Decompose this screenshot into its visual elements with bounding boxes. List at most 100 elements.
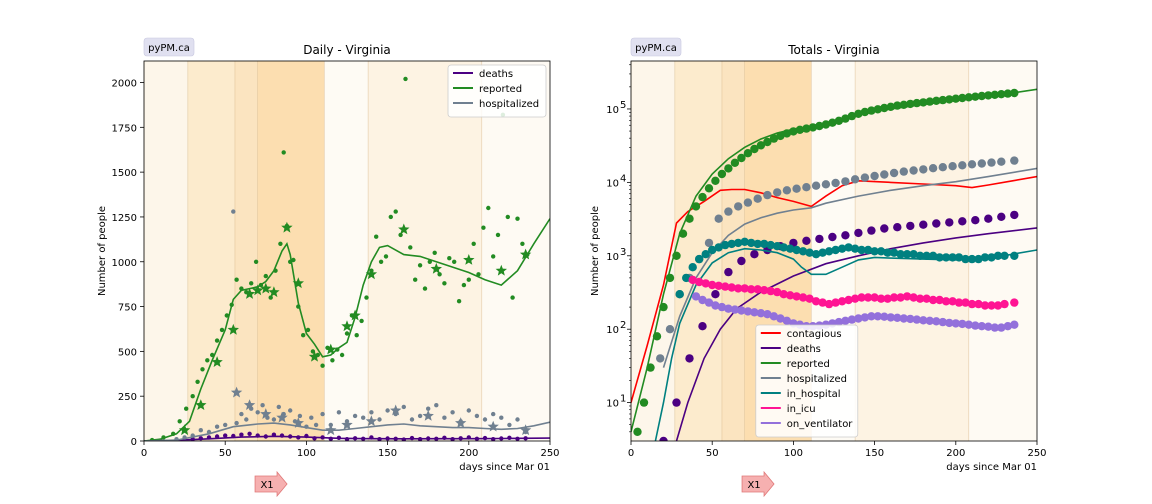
hospitalized-point <box>223 422 228 428</box>
reported-point <box>1010 88 1019 98</box>
deaths-point <box>409 435 415 441</box>
reported-point <box>320 363 325 368</box>
reported-point <box>958 93 967 103</box>
reported-point <box>652 332 662 341</box>
hospitalized-point <box>198 428 203 433</box>
on-ventilator-point <box>880 312 889 321</box>
reported-point <box>422 286 428 291</box>
in-hospital-point <box>760 239 769 249</box>
on-ventilator-point <box>938 317 947 327</box>
reported-star <box>349 309 361 321</box>
deaths-point <box>279 433 285 438</box>
y-tick-exponent: 1 <box>620 394 626 405</box>
reported-point <box>383 254 389 259</box>
deaths-point <box>361 436 366 441</box>
hospitalized-point <box>958 161 967 170</box>
on-ventilator-point <box>834 317 844 327</box>
in-hospital-point <box>863 245 873 255</box>
hospitalized-star <box>260 408 272 419</box>
reported-point <box>510 295 515 300</box>
on-ventilator-point <box>912 315 921 324</box>
reported-point <box>296 304 301 309</box>
in-icu-point <box>818 298 827 307</box>
in-hospital-point <box>967 254 977 264</box>
hospitalized-point <box>297 413 303 419</box>
reported-point <box>808 123 818 132</box>
hospitalized-star <box>519 424 532 436</box>
reported-point <box>190 394 195 399</box>
reported-point <box>403 76 408 82</box>
in-icu-point <box>850 294 860 303</box>
in-icu-point <box>967 299 977 309</box>
period-band <box>631 61 675 441</box>
in-hospital-point <box>837 244 847 253</box>
in-hospital-point <box>961 254 970 264</box>
hospitalized-point <box>860 173 870 182</box>
in-hospital-point <box>980 253 990 262</box>
x1-marker-arrow <box>254 470 288 498</box>
reported-point <box>476 272 481 277</box>
in-icu-point <box>766 286 775 296</box>
in-hospital-point <box>993 251 1003 260</box>
reported-point <box>268 295 273 300</box>
hospitalized-point <box>466 408 471 413</box>
in-hospital-point <box>857 245 866 255</box>
reported-point <box>730 158 740 167</box>
reported-point <box>456 299 462 304</box>
deaths-point <box>523 436 528 441</box>
hospitalized-point <box>288 408 293 413</box>
reported-point <box>249 281 254 286</box>
reported-point <box>184 406 189 411</box>
in-icu-point <box>922 294 931 303</box>
hospitalized-point <box>515 417 520 422</box>
in-hospital-point <box>734 238 743 248</box>
reported-star <box>463 254 475 265</box>
hospitalized-star <box>422 409 434 421</box>
reported-model-line <box>144 218 550 441</box>
reported-point <box>354 333 359 338</box>
deaths-point <box>206 435 212 440</box>
period-band <box>368 61 482 441</box>
hospitalized-point <box>782 186 792 195</box>
reported-point <box>821 120 831 129</box>
x-tick-label: 150 <box>378 448 397 459</box>
reported-point <box>678 229 688 238</box>
hospitalized-point <box>401 404 406 410</box>
deaths-point <box>304 433 309 439</box>
reported-point <box>205 358 210 363</box>
pypm-badge-text: pyPM.ca <box>635 43 677 54</box>
in-hospital-point <box>675 290 684 299</box>
legend-entry-reported: reported <box>479 84 522 95</box>
in-hospital-point <box>695 254 704 264</box>
reported-point <box>378 259 384 264</box>
hospitalized-point <box>773 188 782 197</box>
reported-point <box>925 97 934 106</box>
in-icu-point <box>779 290 788 299</box>
in-icu-point <box>844 295 853 305</box>
y-axis-label: Number of people <box>590 206 601 296</box>
reported-star <box>398 223 410 235</box>
deaths-point <box>1010 210 1019 220</box>
in-hospital-point <box>682 273 691 283</box>
deaths-point <box>958 217 967 226</box>
in-hospital-point <box>974 254 983 264</box>
y-tick-exponent: 5 <box>620 100 626 111</box>
hospitalized-point <box>919 165 928 174</box>
in-hospital-point <box>714 243 723 252</box>
hospitalized-point <box>206 429 212 435</box>
reported-point <box>893 101 902 110</box>
reported-point <box>505 214 510 220</box>
in-icu-point <box>688 275 697 285</box>
reported-point <box>520 241 525 246</box>
in-hospital-point <box>701 250 710 259</box>
reported-point <box>880 103 889 113</box>
deaths-point <box>458 436 463 441</box>
y-tick-label: 10 <box>606 399 619 410</box>
hospitalized-star <box>325 424 337 436</box>
deaths-point <box>482 435 488 441</box>
hospitalized-point <box>239 411 244 417</box>
in-icu-point <box>928 295 938 305</box>
hospitalized-point <box>174 437 179 441</box>
deaths-point <box>515 436 520 441</box>
reported-point <box>288 259 293 264</box>
